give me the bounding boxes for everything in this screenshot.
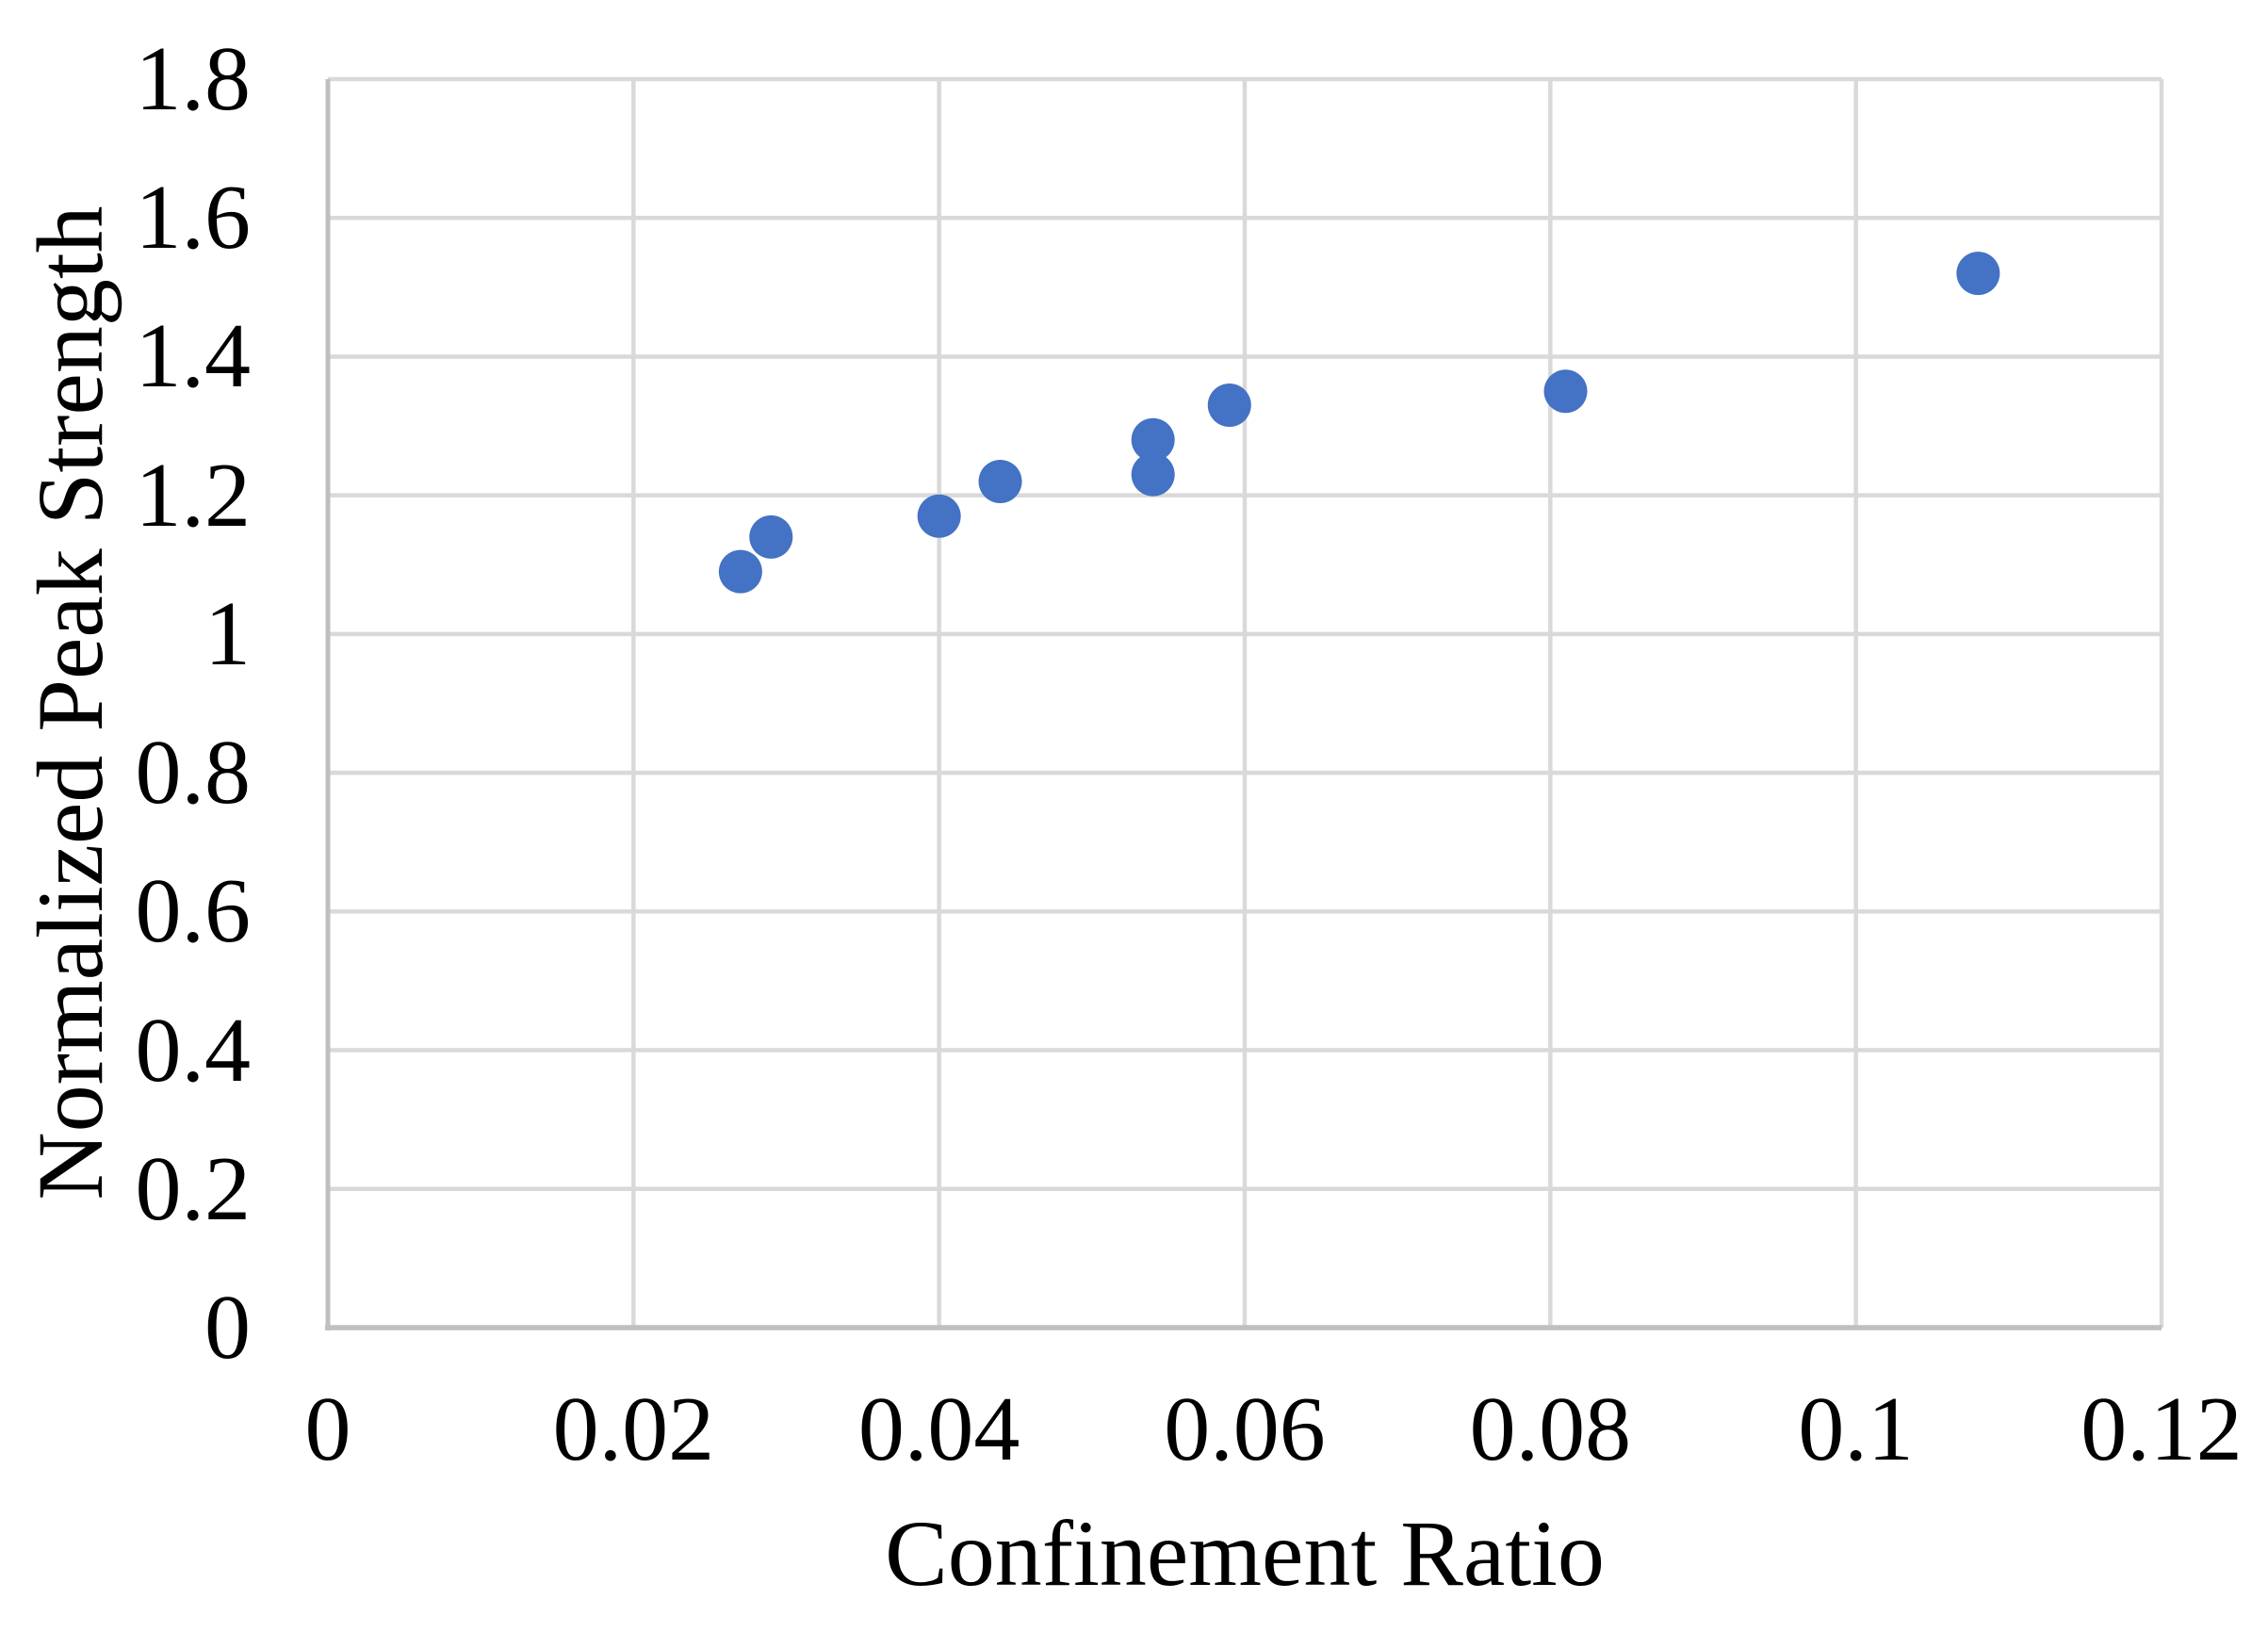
y-tick-label: 1.2 [135,444,252,547]
y-tick-label: 1.6 [135,167,252,269]
data-point [978,459,1022,503]
x-tick-label: 0.1 [1798,1379,1914,1480]
y-tick-label: 0.6 [135,860,252,963]
x-tick-label: 0.12 [2080,1379,2243,1480]
x-tick-label: 0.06 [1164,1379,1326,1480]
y-tick-label: 0 [204,1277,251,1379]
y-tick-label: 1.8 [135,28,252,130]
y-tick-label: 0.2 [135,1137,252,1240]
x-axis-title: Confinement Ratio [885,1501,1605,1606]
data-point [1207,383,1251,427]
y-tick-label: 1 [204,582,251,685]
y-tick-label: 1.4 [135,305,252,408]
y-tick-label: 0.8 [135,722,252,824]
x-tick-label: 0.08 [1469,1379,1632,1480]
y-tick-label: 0.4 [135,999,252,1102]
data-point [917,494,961,538]
data-point [1131,417,1175,462]
x-tick-label: 0.04 [857,1379,1020,1480]
data-point [718,549,762,594]
x-tick-label: 0 [304,1379,351,1480]
data-point [1543,369,1588,414]
x-tick-label: 0.02 [552,1379,715,1480]
y-axis-title: Normalized Peak Strength [18,205,122,1200]
data-point [1131,452,1175,497]
data-point [1956,252,2000,296]
data-point [749,514,793,559]
